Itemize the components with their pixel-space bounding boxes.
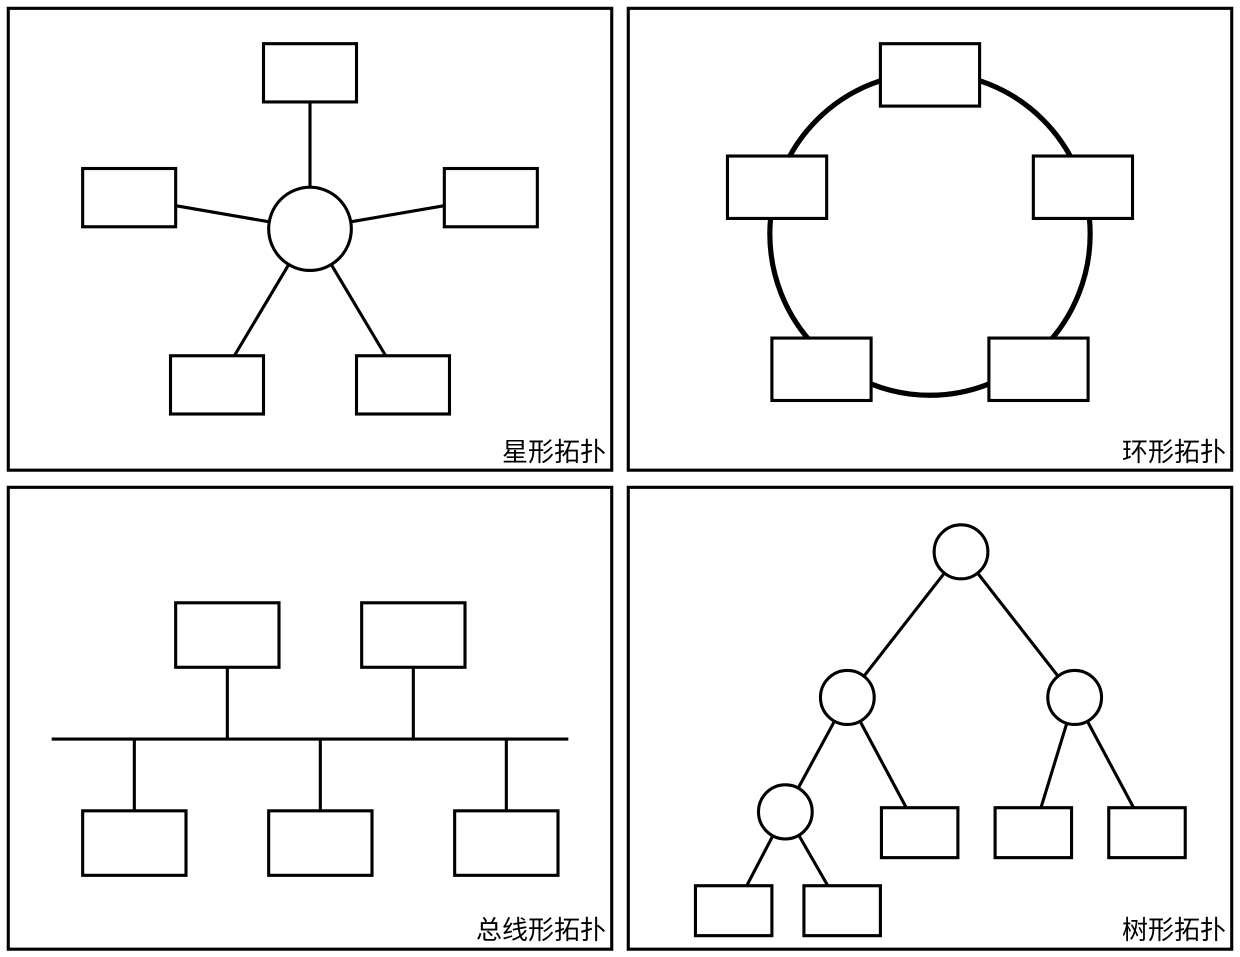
panel-tree-topology: 树形拓扑 xyxy=(620,479,1240,957)
label-tree: 树形拓扑 xyxy=(1122,910,1226,947)
diagram-ring xyxy=(620,0,1240,479)
diagram-star xyxy=(0,0,620,479)
panel-ring-topology: 环形拓扑 xyxy=(620,0,1240,479)
label-bus: 总线形拓扑 xyxy=(476,910,606,947)
topology-grid: 星形拓扑 环形拓扑 总线形拓扑 树形拓扑 xyxy=(0,0,1240,957)
panel-star-topology: 星形拓扑 xyxy=(0,0,620,479)
label-star: 星形拓扑 xyxy=(502,432,606,469)
label-ring: 环形拓扑 xyxy=(1122,432,1226,469)
diagram-tree xyxy=(620,479,1240,957)
panel-bus-topology: 总线形拓扑 xyxy=(0,479,620,957)
diagram-bus xyxy=(0,479,620,957)
